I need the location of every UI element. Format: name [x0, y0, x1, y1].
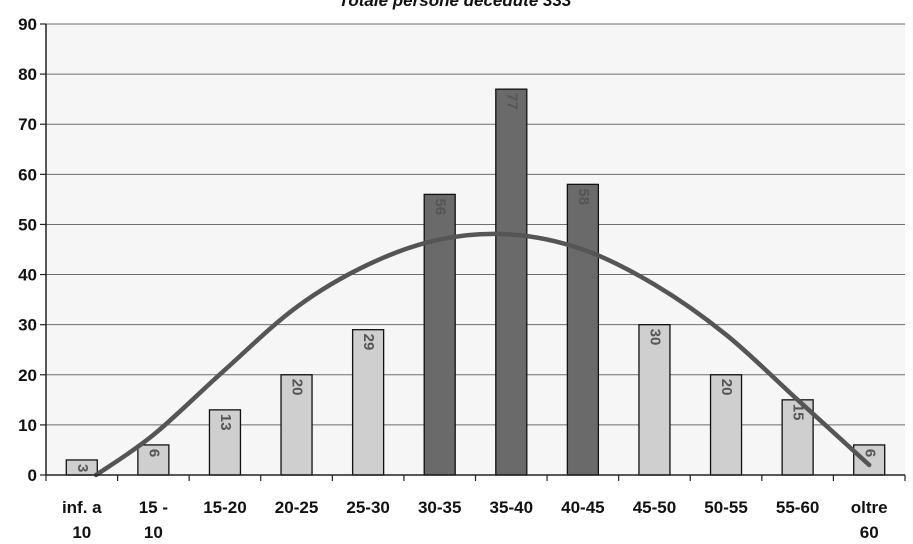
bar — [709, 374, 743, 476]
data-label: 20 — [289, 379, 306, 396]
data-label: 15 — [790, 404, 807, 421]
axes — [40, 23, 906, 481]
x-tick-labels: inf. a 10 15 -10 15-20 20-25 25-30 30-35 35-40 4… — [62, 498, 888, 542]
x-tick-label: 15-20 — [203, 498, 246, 517]
bar — [351, 329, 385, 476]
bar — [495, 88, 528, 476]
data-label: 56 — [432, 198, 449, 215]
x-tick-label: 30-35 — [418, 498, 461, 517]
x-tick-label: 35-40 — [490, 498, 533, 517]
y-tick-label: 70 — [18, 115, 37, 134]
data-label: 3 — [74, 464, 91, 472]
plot-area — [46, 24, 905, 475]
bar — [566, 183, 600, 476]
trendline — [93, 231, 872, 478]
data-label: 13 — [217, 414, 234, 431]
chart-title: Totale persone decedute 333 — [339, 0, 572, 10]
x-tick-label: 55-60 — [776, 498, 819, 517]
data-label: 30 — [646, 329, 663, 346]
bar — [853, 444, 886, 476]
y-tick-label: 50 — [18, 215, 37, 234]
data-label: 20 — [718, 379, 735, 396]
bars: 3 6 13 20 29 56 77 58 30 20 15 6 — [65, 88, 886, 476]
x-tick-label: inf. a 10 — [62, 498, 102, 542]
data-label: 77 — [503, 93, 520, 110]
x-tick-label: 45-50 — [633, 498, 676, 517]
x-tick-label: 40-45 — [561, 498, 604, 517]
x-tick-label: oltre 60 — [851, 498, 888, 542]
y-tick-label: 80 — [18, 65, 37, 84]
y-tick-labels: 0 10 20 30 40 50 60 70 80 90 — [18, 15, 37, 485]
data-label: 6 — [861, 449, 878, 457]
y-tick-label: 40 — [18, 266, 37, 285]
y-tick-label: 20 — [18, 366, 37, 385]
data-label: 6 — [145, 449, 162, 457]
bar — [280, 374, 313, 476]
x-tick-label: 25-30 — [346, 498, 389, 517]
y-tick-label: 30 — [18, 316, 37, 335]
y-tick-label: 60 — [18, 165, 37, 184]
y-tick-label: 10 — [18, 416, 37, 435]
y-tick-label: 90 — [18, 15, 37, 34]
bar — [781, 399, 814, 476]
y-tick-label: 0 — [28, 466, 37, 485]
bar — [638, 324, 671, 476]
x-tick-label: 50-55 — [704, 498, 747, 517]
data-label: 29 — [360, 334, 377, 351]
x-tick-label: 15 -10 — [139, 498, 168, 542]
gridlines — [46, 23, 905, 426]
data-label: 58 — [575, 188, 592, 205]
x-tick-label: 20-25 — [275, 498, 318, 517]
